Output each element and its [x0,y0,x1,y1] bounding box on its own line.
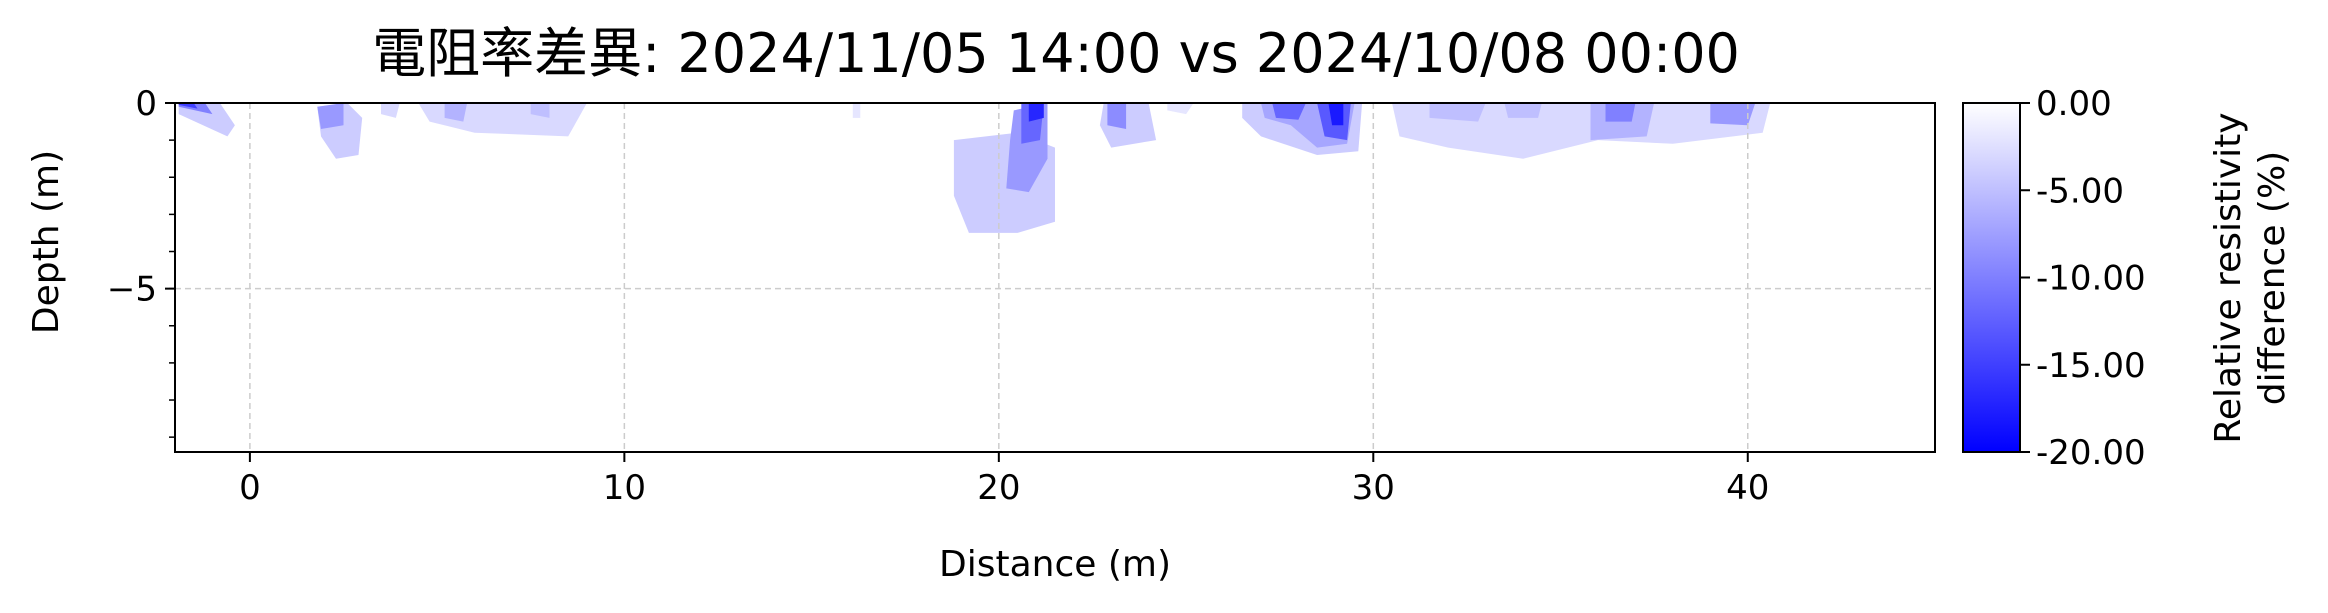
contour-region [317,103,344,129]
contour-region [1272,103,1306,120]
contour-region [381,103,400,118]
contour-region [1028,103,1044,122]
contour-region [178,103,198,109]
chart-title: 電阻率差異: 2024/11/05 14:00 vs 2024/10/08 00… [372,22,1740,85]
contour-region [178,103,235,137]
x-axis-label: Distance (m) [939,544,1171,585]
colorbar-gradient [1963,103,2020,452]
colorbar-tick-label: 0.00 [2036,84,2112,124]
x-tick-label: 30 [1352,468,1395,508]
contour-region [852,103,861,118]
x-tick-label: 0 [239,468,261,508]
contour-region [1504,103,1542,118]
contour-region [1392,103,1771,159]
plot-frame [174,102,1936,453]
contour-region [530,103,550,118]
contour-region [1328,103,1344,126]
colorbar: 0.00 -5.00 -10.00 -15.00 -20.00 Relative resi… [1962,84,2293,473]
x-tick-label: 20 [977,468,1020,508]
contour-region [1107,103,1127,129]
y-tick-label: −5 [107,270,157,310]
colorbar-label: difference (%) [2252,151,2293,405]
plot-area: 0 10 20 30 40 0 −5 [107,84,1936,508]
y-axis-label: Depth (m) [26,150,67,334]
colorbar-tick-label: -5.00 [2036,171,2124,211]
x-tick-label: 10 [603,468,646,508]
contour-region [1167,103,1194,115]
contour-regions [178,103,1771,233]
colorbar-tick-label: -10.00 [2036,259,2146,299]
y-tick-label: 0 [135,84,157,124]
contour-region [1710,103,1756,126]
contour-region [444,103,468,122]
colorbar-tick-label: -15.00 [2036,346,2146,386]
colorbar-label: Relative resistivity [2208,112,2249,443]
contour-region [1605,103,1636,122]
x-tick-label: 40 [1726,468,1769,508]
colorbar-tick-label: -20.00 [2036,433,2146,473]
contour-region [1429,103,1486,122]
